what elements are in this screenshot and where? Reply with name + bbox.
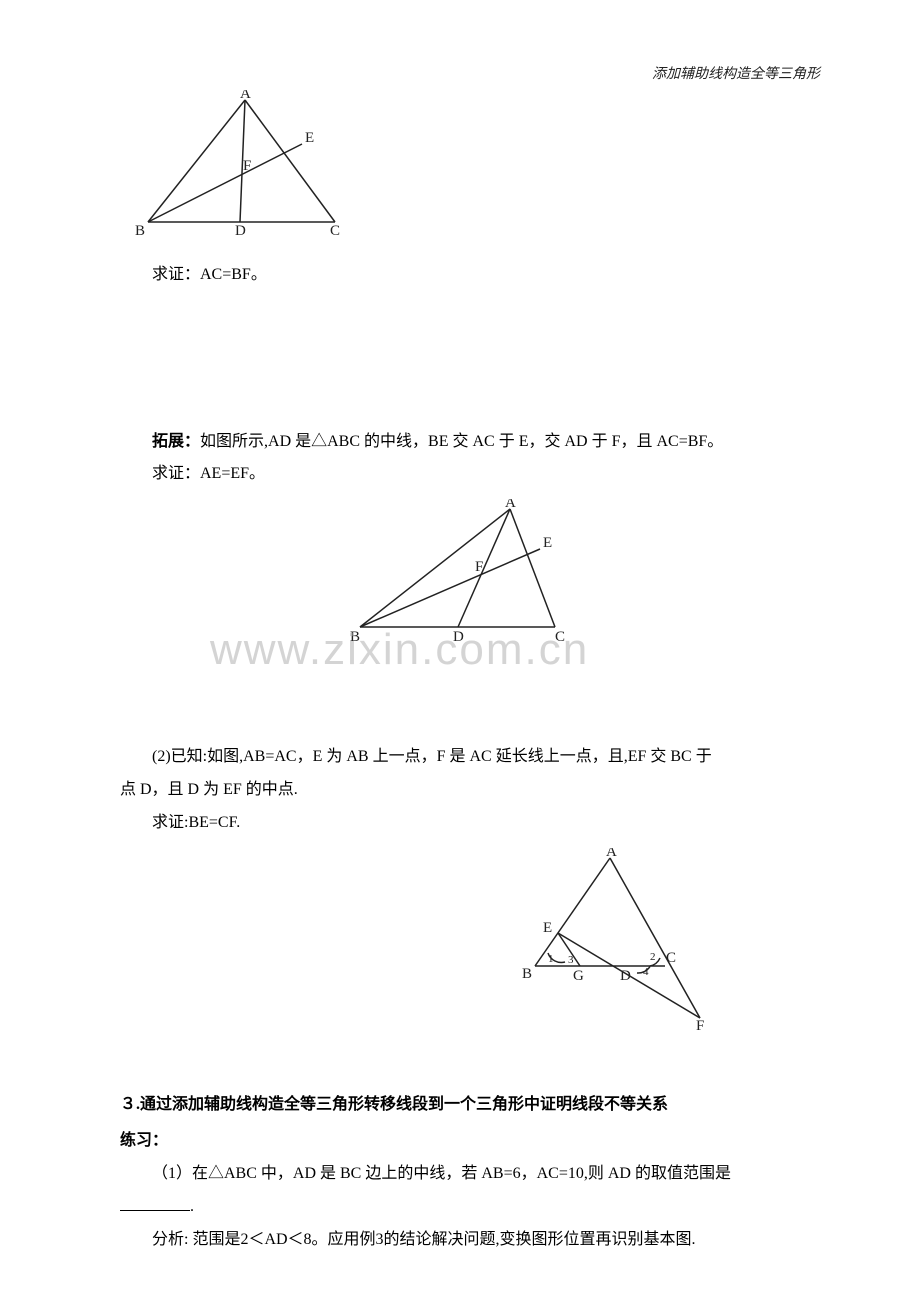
figure-2-label-e: E (543, 535, 552, 551)
spacer-1 (120, 294, 800, 424)
figure-1-label-c: C (330, 223, 340, 239)
figure-3-label-a: A (606, 848, 617, 860)
figure-3-label-c: C (666, 950, 676, 966)
block1-prove: 求证：AC=BF。 (120, 261, 800, 290)
figure-1-label-e: E (305, 130, 314, 146)
fill-blank (120, 1195, 190, 1211)
spacer-2 (120, 659, 800, 739)
q1-line1: （1）在△ABC 中，AD 是 BC 边上的中线，若 AB=6，AC=10,则 … (120, 1160, 800, 1189)
figure-3-label-f: F (696, 1018, 704, 1033)
figure-2-label-a: A (505, 499, 516, 511)
figure-3-label-g: G (573, 968, 584, 984)
figure-2-label-b: B (350, 629, 360, 645)
figure-1-label-a: A (240, 90, 251, 102)
figure-2-label-f: F (475, 559, 483, 575)
figure-3-angle-4: 4 (643, 966, 649, 978)
figure-1-label-d: D (235, 223, 246, 239)
figure-3-container: A B C D E F G 1 3 2 4 (120, 848, 800, 1033)
spacer-3 (120, 1043, 800, 1083)
figure-3-angle-2: 2 (650, 951, 656, 963)
figure-2-label-c: C (555, 629, 565, 645)
practice-label: 练习： (120, 1127, 800, 1156)
figure-1-diagram: A B C D E F (130, 90, 355, 240)
figure-1-label-f: F (243, 158, 251, 174)
page-header: 添加辅助线构造全等三角形 (652, 62, 820, 87)
block3-prove: 求证:BE=CF. (120, 809, 800, 838)
figure-3-angle-3: 3 (568, 954, 574, 966)
figure-1-container: A B C D E F (130, 90, 800, 251)
figure-3-label-d: D (620, 968, 631, 984)
extension-prefix: 拓展： (152, 433, 200, 450)
figure-2-container: A B C D E F (120, 499, 800, 649)
figure-3-diagram: A B C D E F G 1 3 2 4 (510, 848, 720, 1033)
extension-text: 如图所示,AD 是△ABC 的中线，BE 交 AC 于 E，交 AD 于 F，且… (200, 433, 723, 450)
block2-prove: 求证：AE=EF。 (120, 460, 800, 489)
section-3-heading: ３.通过添加辅助线构造全等三角形转移线段到一个三角形中证明线段不等关系 (120, 1091, 800, 1120)
q1-blank-suffix: . (190, 1198, 194, 1215)
block3-line1: (2)已知:如图,AB=AC，E 为 AB 上一点，F 是 AC 延长线上一点，… (120, 743, 800, 772)
figure-3-angle-1: 1 (548, 953, 554, 965)
block2-extension: 拓展：如图所示,AD 是△ABC 的中线，BE 交 AC 于 E，交 AD 于 … (120, 428, 800, 457)
analysis-line: 分析: 范围是2＜AD＜8。应用例3的结论解决问题,变换图形位置再识别基本图. (120, 1226, 800, 1255)
q1-blank-line: . (120, 1193, 800, 1222)
block3-line2: 点 D，且 D 为 EF 的中点. (120, 776, 800, 805)
figure-1-label-b: B (135, 223, 145, 239)
figure-3-label-b: B (522, 966, 532, 982)
figure-3-label-e: E (543, 920, 552, 936)
figure-2-diagram: A B C D E F (340, 499, 580, 649)
figure-2-label-d: D (453, 629, 464, 645)
